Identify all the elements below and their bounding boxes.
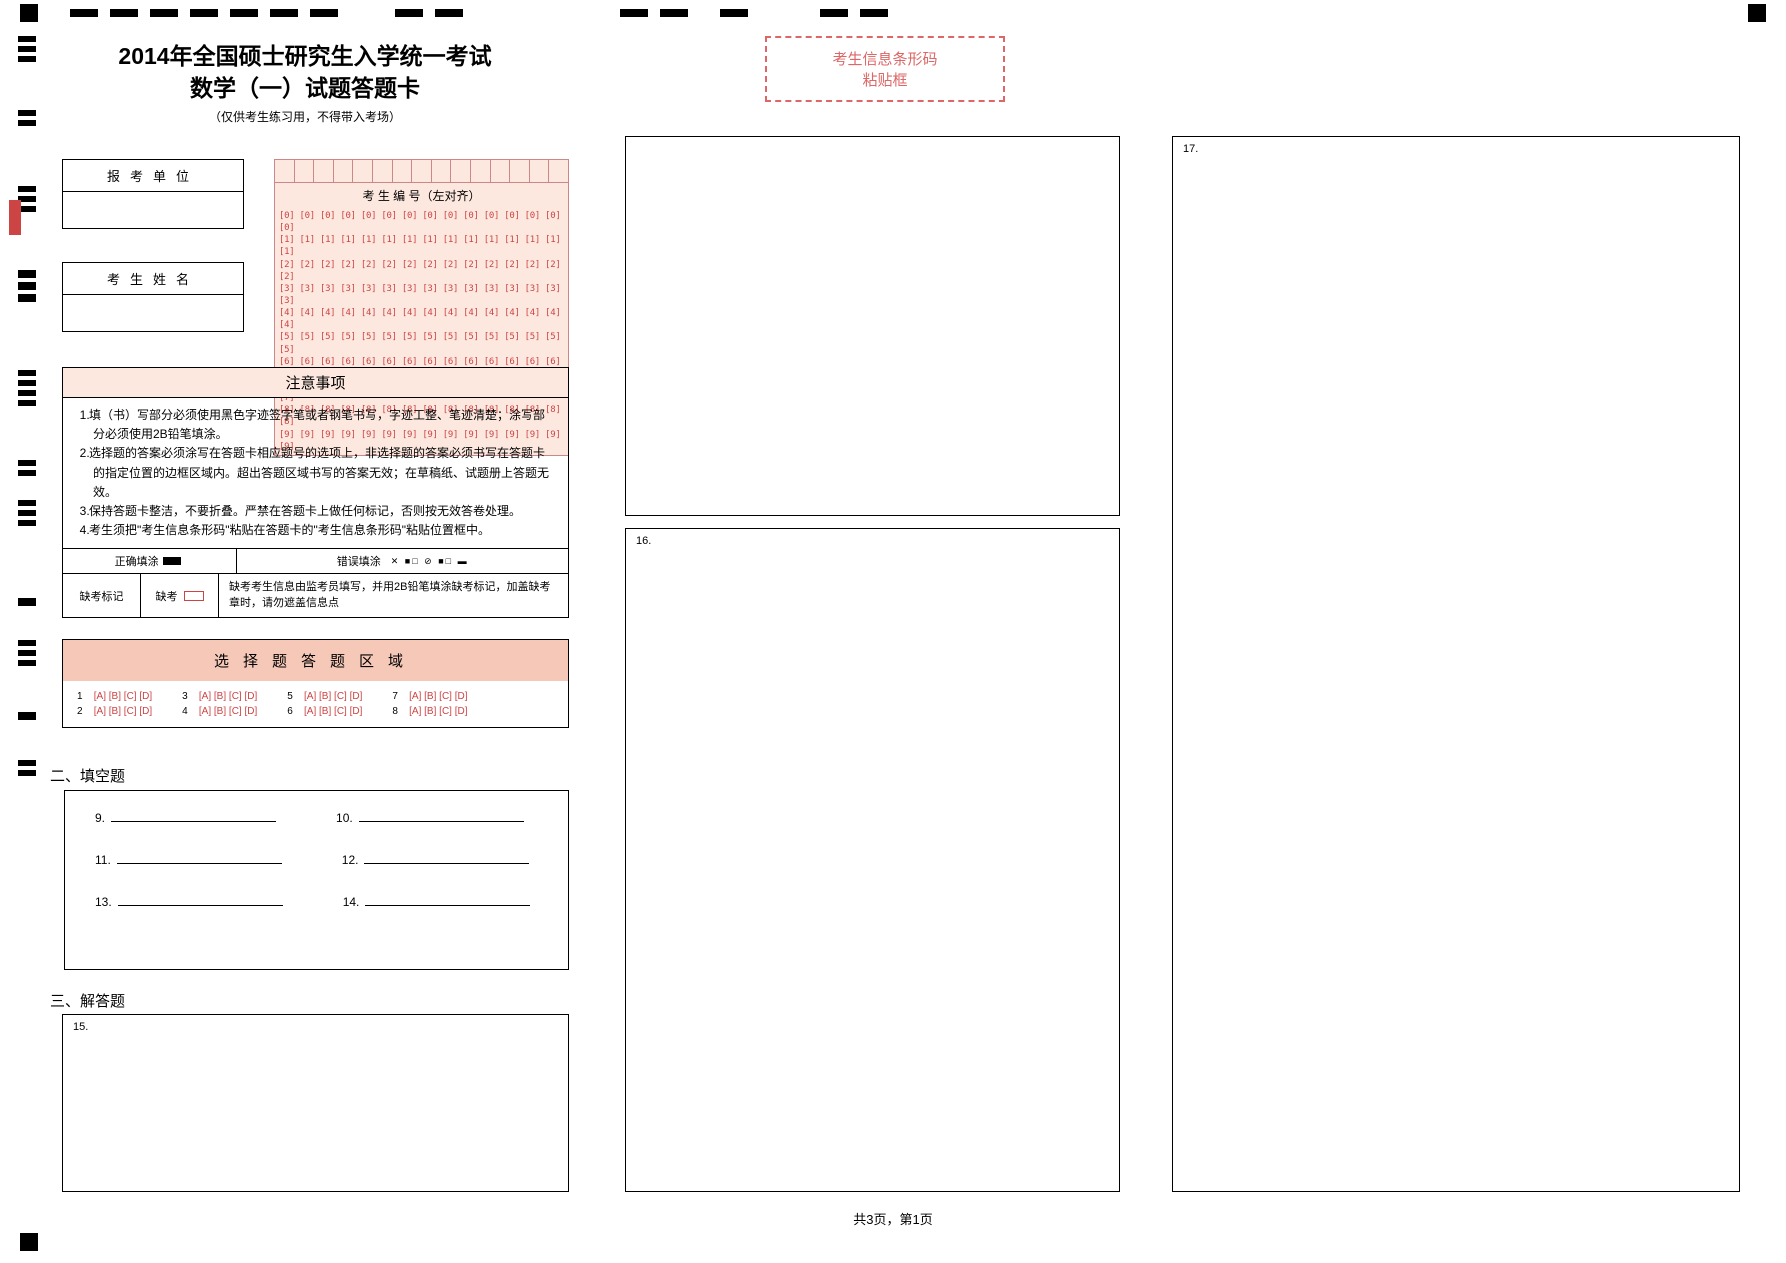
mc-body: 1 [A] [B] [C] [D] 2 [A] [B] [C] [D] 3 [A] … <box>63 681 568 727</box>
fill-blank-box: 9. 10. 11. 12. 13. 14. <box>64 790 569 970</box>
barcode-box: 考生信息条形码 粘贴框 <box>765 36 1005 102</box>
answer-box-15: 15. <box>62 1014 569 1192</box>
q15-label: 15. <box>73 1021 88 1033</box>
bubble-row: [1] [1] [1] [1] [1] [1] [1] [1] [1] [1] … <box>279 234 564 258</box>
barcode-line1: 考生信息条形码 <box>767 48 1003 69</box>
mc-row: 1 [A] [B] [C] [D] <box>77 691 152 702</box>
title-block: 2014年全国硕士研究生入学统一考试 数学（一）试题答题卡 （仅供考生练习用，不… <box>95 40 515 125</box>
fill-sample-row: 正确填涂 错误填涂 ✕ ■□ ⊘ ■□ ▬ <box>63 548 568 573</box>
mc-row: 7 [A] [B] [C] [D] <box>392 691 467 702</box>
notice-item: 填（书）写部分必须使用黑色字迹签字笔或者钢笔书写，字迹工整、笔迹清楚；涂写部分必… <box>93 406 556 444</box>
mc-col: 5 [A] [B] [C] [D] 6 [A] [B] [C] [D] <box>287 691 362 717</box>
mc-col: 3 [A] [B] [C] [D] 4 [A] [B] [C] [D] <box>182 691 257 717</box>
title-line1: 2014年全国硕士研究生入学统一考试 <box>95 40 515 72</box>
q17-label: 17. <box>1183 143 1198 155</box>
answer-box-17: 17. <box>1172 136 1740 1192</box>
candidate-name-box: 考生姓名 <box>62 262 244 332</box>
absent-mark-icon <box>184 591 204 601</box>
fill-blank-item: 12. <box>342 853 530 867</box>
title-line2: 数学（一）试题答题卡 <box>95 72 515 104</box>
notice-box: 注意事项 填（书）写部分必须使用黑色字迹签字笔或者钢笔书写，字迹工整、笔迹清楚；… <box>62 367 569 618</box>
notice-item: 考生须把"考生信息条形码"粘贴在答题卡的"考生信息条形码"粘贴位置框中。 <box>93 521 556 540</box>
fill-blank-item: 9. <box>95 811 276 825</box>
mc-col: 7 [A] [B] [C] [D] 8 [A] [B] [C] [D] <box>392 691 467 717</box>
correct-mark-icon <box>163 557 181 565</box>
answer-box-mid-top <box>625 136 1120 516</box>
fill-blank-item: 11. <box>95 853 282 867</box>
notice-item: 保持答题卡整洁，不要折叠。严禁在答题卡上做任何标记，否则按无效答卷处理。 <box>93 502 556 521</box>
bubble-row: [5] [5] [5] [5] [5] [5] [5] [5] [5] [5] … <box>279 331 564 355</box>
exam-id-grid <box>275 160 568 183</box>
notice-title: 注意事项 <box>63 368 568 398</box>
bubble-row: [0] [0] [0] [0] [0] [0] [0] [0] [0] [0] … <box>279 210 564 234</box>
fill-blank-row: 9. 10. <box>95 811 538 825</box>
correct-fill-label: 正确填涂 <box>115 553 159 569</box>
wrong-fill-label: 错误填涂 <box>337 553 381 569</box>
exam-id-label: 考 生 编 号（左对齐） <box>275 183 568 208</box>
bubble-row: [4] [4] [4] [4] [4] [4] [4] [4] [4] [4] … <box>279 307 564 331</box>
title-sub: （仅供考生练习用，不得带入考场） <box>95 108 515 125</box>
candidate-name-label: 考生姓名 <box>63 263 243 295</box>
q16-label: 16. <box>636 535 651 547</box>
fill-blank-row: 13. 14. <box>95 895 538 909</box>
mc-col: 1 [A] [B] [C] [D] 2 [A] [B] [C] [D] <box>77 691 152 717</box>
notice-list: 填（书）写部分必须使用黑色字迹签字笔或者钢笔书写，字迹工整、笔迹清楚；涂写部分必… <box>75 406 556 540</box>
applicant-unit-label: 报考单位 <box>63 160 243 192</box>
absent-note: 缺考考生信息由监考员填写，并用2B铅笔填涂缺考标记，加盖缺考章时，请勿遮盖信息点 <box>229 580 558 611</box>
fill-blank-row: 11. 12. <box>95 853 538 867</box>
absent-mark-label: 缺考 <box>156 588 178 604</box>
mc-row: 3 [A] [B] [C] [D] <box>182 691 257 702</box>
mc-title: 选择题答题区域 <box>63 640 568 681</box>
absent-label: 缺考标记 <box>80 588 124 604</box>
applicant-unit-box: 报考单位 <box>62 159 244 229</box>
fill-blank-item: 13. <box>95 895 283 909</box>
bubble-row: [3] [3] [3] [3] [3] [3] [3] [3] [3] [3] … <box>279 283 564 307</box>
mc-row: 2 [A] [B] [C] [D] <box>77 706 152 717</box>
mc-row: 4 [A] [B] [C] [D] <box>182 706 257 717</box>
section3-label: 三、解答题 <box>50 990 125 1011</box>
section2-label: 二、填空题 <box>50 765 125 786</box>
mc-row: 6 [A] [B] [C] [D] <box>287 706 362 717</box>
fill-blank-item: 14. <box>343 895 531 909</box>
absent-row: 缺考标记 缺考 缺考考生信息由监考员填写，并用2B铅笔填涂缺考标记，加盖缺考章时… <box>63 573 568 617</box>
barcode-line2: 粘贴框 <box>767 69 1003 90</box>
notice-body: 填（书）写部分必须使用黑色字迹签字笔或者钢笔书写，字迹工整、笔迹清楚；涂写部分必… <box>63 398 568 548</box>
fill-blank-item: 10. <box>336 811 524 825</box>
notice-item: 选择题的答案必须涂写在答题卡相应题号的选项上，非选择题的答案必须书写在答题卡的指… <box>93 444 556 502</box>
answer-box-16: 16. <box>625 528 1120 1192</box>
mc-row: 5 [A] [B] [C] [D] <box>287 691 362 702</box>
bubble-row: [2] [2] [2] [2] [2] [2] [2] [2] [2] [2] … <box>279 259 564 283</box>
wrong-mark-samples: ✕ ■□ ⊘ ■□ ▬ <box>391 556 469 567</box>
mc-row: 8 [A] [B] [C] [D] <box>392 706 467 717</box>
footer: 共3页，第1页 <box>0 1209 1786 1228</box>
mc-box: 选择题答题区域 1 [A] [B] [C] [D] 2 [A] [B] [C] [… <box>62 639 569 728</box>
